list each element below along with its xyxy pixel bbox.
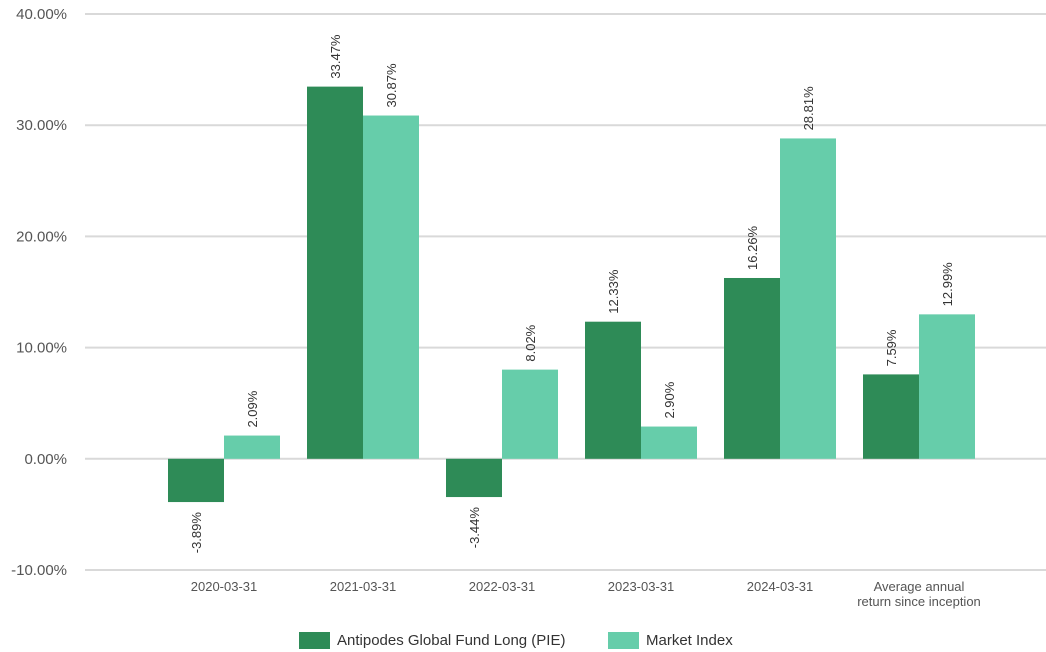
bar-index [641,426,697,459]
bars [168,86,975,503]
data-label: 28.81% [801,86,816,131]
bar-index [224,435,280,459]
y-axis-tick-labels: 40.00% 30.00% 20.00% 10.00% 0.00% -10.00% [11,6,67,579]
data-label: 2.09% [245,390,260,427]
bar-index [363,115,419,459]
category-label: 2024-03-31 [747,579,814,594]
bar-fund [863,374,919,459]
data-label: 12.33% [606,269,621,314]
category-label: Average annual return since inception [857,579,981,609]
legend-swatch [608,632,639,649]
data-label: 16.26% [745,225,760,270]
bar-index [780,138,836,459]
category-label: 2021-03-31 [330,579,397,594]
y-tick-label: 0.00% [24,451,67,468]
legend-label: Market Index [646,632,733,649]
data-label: 7.59% [884,329,899,366]
data-label: 12.99% [940,262,955,307]
y-tick-label: 30.00% [16,117,67,134]
data-label: 33.47% [328,34,343,79]
category-label-line: Average annual [874,579,965,594]
bar-fund [585,321,641,459]
category-label-line: 2023-03-31 [608,579,675,594]
y-tick-label: -10.00% [11,562,67,579]
category-label-line: 2022-03-31 [469,579,536,594]
y-tick-label: 20.00% [16,228,67,245]
legend: Antipodes Global Fund Long (PIE) Market I… [299,632,733,649]
x-axis-category-labels: 2020-03-31 2021-03-31 2022-03-31 2023-03-31… [191,579,981,609]
category-label: 2023-03-31 [608,579,675,594]
category-label: 2020-03-31 [191,579,258,594]
gridlines [85,13,1046,571]
category-label: 2022-03-31 [469,579,536,594]
bar-fund [307,86,363,459]
data-label: 30.87% [384,63,399,108]
bar-index [502,369,558,459]
data-label: 8.02% [523,324,538,361]
data-label: -3.89% [189,512,204,554]
legend-swatch [299,632,330,649]
category-label-line: 2021-03-31 [330,579,397,594]
data-label: 2.90% [662,381,677,418]
category-label-line: return since inception [857,594,981,609]
y-tick-label: 10.00% [16,340,67,357]
bar-fund [446,458,502,498]
category-label-line: 2020-03-31 [191,579,258,594]
category-label-line: 2024-03-31 [747,579,814,594]
legend-label: Antipodes Global Fund Long (PIE) [337,632,565,649]
bar-index [919,314,975,459]
bar-fund [168,458,224,503]
data-labels: -3.89% 2.09% 33.47% 30.87% -3.44% 8.02% 12.33%… [189,34,955,553]
data-label: -3.44% [467,507,482,549]
y-tick-label: 40.00% [16,6,67,23]
bar-fund [724,277,780,459]
